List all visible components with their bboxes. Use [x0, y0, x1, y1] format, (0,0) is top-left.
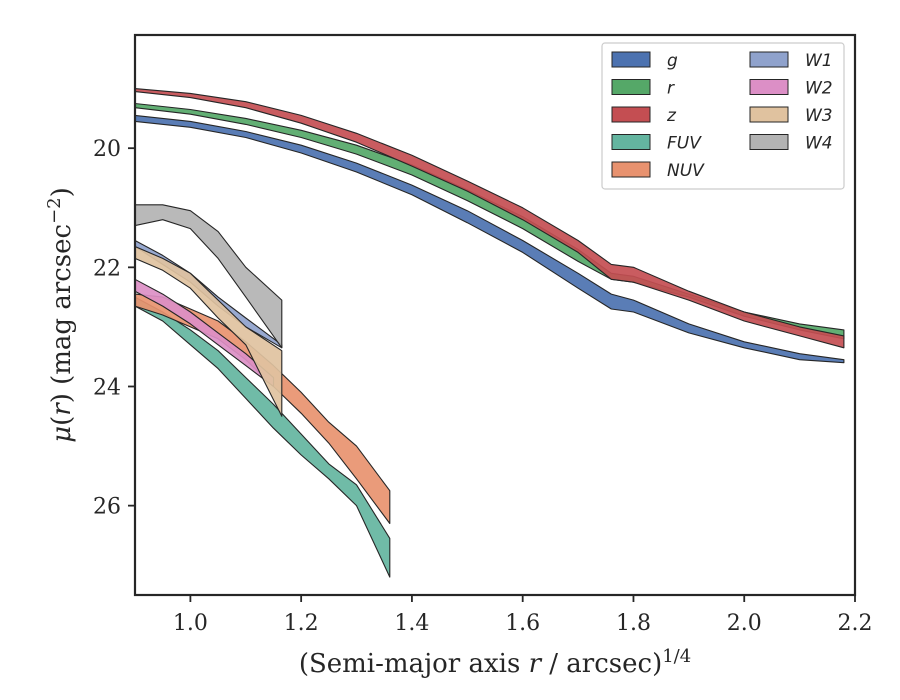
x-tick-label: 1.4	[394, 611, 429, 636]
legend-swatch-w1	[749, 51, 789, 68]
band-fuv	[135, 296, 391, 578]
legend-label-z: z	[666, 106, 677, 126]
legend-label-w3: W3	[805, 106, 833, 126]
band-g	[135, 114, 845, 364]
data-bands	[135, 88, 845, 578]
y-axis-label: μ(r) (mag arcsec−2)	[44, 187, 77, 443]
legend-label-nuv: NUV	[667, 161, 705, 181]
legend-swatch-nuv	[611, 161, 651, 178]
legend: grz FUV NUV W1 W2 W3 W4	[601, 42, 845, 190]
legend-label-r: r	[667, 79, 675, 99]
legend-label-fuv: FUV	[667, 134, 702, 154]
legend-swatch-z	[611, 106, 651, 123]
x-tick-label: 1.6	[505, 611, 540, 636]
x-axis-ticks: 1.0 1.2 1.4 1.6 1.8 2.0 2.2	[173, 595, 873, 636]
legend-label-w4: W4	[805, 134, 833, 154]
band-w4	[135, 204, 283, 349]
x-tick-label: 1.8	[616, 611, 651, 636]
legend-swatch-fuv	[611, 134, 651, 150]
legend-swatch-r	[611, 79, 651, 95]
x-tick-label: 2.0	[727, 611, 762, 636]
legend-label-w2: W2	[805, 79, 833, 99]
x-tick-label: 1.2	[284, 611, 319, 636]
x-tick-label: 1.0	[173, 611, 208, 636]
y-tick-label: 26	[93, 495, 121, 520]
legend-label-w1: W1	[805, 51, 833, 71]
y-tick-label: 20	[93, 137, 121, 162]
legend-swatch-w4	[749, 134, 789, 150]
band-w3	[135, 245, 283, 417]
x-axis-label: (Semi-major axis r / arcsec)1/4	[299, 646, 691, 679]
x-tick-label: 2.2	[838, 611, 873, 636]
y-axis-ticks: 20 22 24 26	[93, 137, 135, 520]
band-z	[135, 88, 845, 349]
plot-frame	[133, 33, 857, 597]
legend-swatch-w3	[749, 106, 789, 123]
legend-label-g: g	[667, 51, 678, 71]
y-tick-label: 22	[93, 256, 121, 281]
legend-swatch-g	[611, 51, 651, 68]
legend-swatch-w2	[749, 79, 789, 95]
y-tick-label: 24	[93, 375, 121, 400]
